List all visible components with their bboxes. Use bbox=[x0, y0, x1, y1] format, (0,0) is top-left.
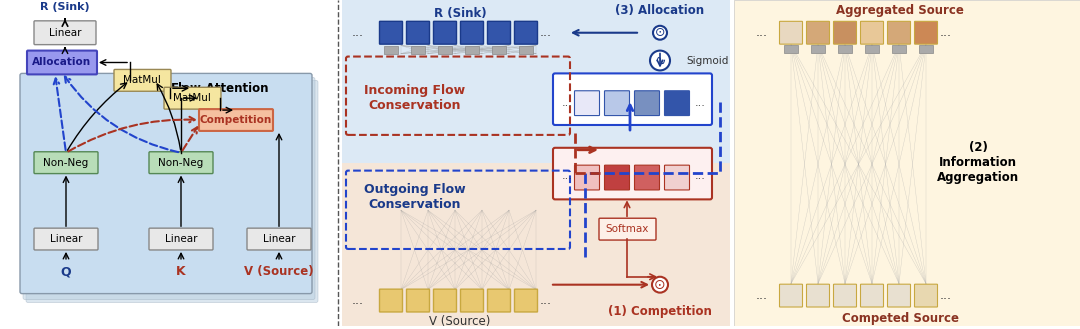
FancyBboxPatch shape bbox=[635, 165, 660, 190]
FancyBboxPatch shape bbox=[553, 73, 712, 125]
Text: Linear: Linear bbox=[50, 234, 82, 244]
Text: Non-Neg: Non-Neg bbox=[43, 158, 89, 168]
Text: Softmax: Softmax bbox=[605, 224, 649, 234]
FancyBboxPatch shape bbox=[514, 21, 538, 44]
FancyBboxPatch shape bbox=[780, 21, 802, 44]
Bar bbox=[892, 45, 906, 53]
FancyBboxPatch shape bbox=[406, 289, 430, 312]
Text: Aggregated Source: Aggregated Source bbox=[836, 4, 964, 17]
FancyBboxPatch shape bbox=[915, 21, 937, 44]
FancyBboxPatch shape bbox=[433, 289, 457, 312]
Text: Flow-Attention: Flow-Attention bbox=[171, 82, 269, 95]
FancyBboxPatch shape bbox=[406, 21, 430, 44]
FancyBboxPatch shape bbox=[915, 284, 937, 307]
FancyBboxPatch shape bbox=[888, 284, 910, 307]
Text: Allocation: Allocation bbox=[32, 58, 92, 67]
FancyBboxPatch shape bbox=[26, 80, 318, 303]
FancyBboxPatch shape bbox=[605, 165, 630, 190]
Text: ...: ... bbox=[940, 289, 951, 302]
Text: Competed Source: Competed Source bbox=[841, 312, 959, 325]
Text: ...: ... bbox=[694, 98, 705, 108]
FancyBboxPatch shape bbox=[487, 289, 511, 312]
Text: Linear: Linear bbox=[262, 234, 295, 244]
Text: Linear: Linear bbox=[165, 234, 198, 244]
Bar bbox=[342, 0, 730, 163]
FancyBboxPatch shape bbox=[807, 284, 829, 307]
Bar bbox=[519, 46, 534, 54]
FancyBboxPatch shape bbox=[460, 289, 484, 312]
Text: MatMul: MatMul bbox=[123, 75, 161, 85]
FancyBboxPatch shape bbox=[379, 21, 403, 44]
FancyBboxPatch shape bbox=[861, 21, 883, 44]
Text: Q: Q bbox=[60, 265, 71, 278]
Text: Competition: Competition bbox=[200, 115, 272, 125]
FancyBboxPatch shape bbox=[23, 77, 315, 300]
Text: ...: ... bbox=[756, 289, 768, 302]
FancyBboxPatch shape bbox=[635, 91, 660, 115]
Bar bbox=[784, 45, 798, 53]
Bar bbox=[919, 45, 933, 53]
Text: ...: ... bbox=[352, 26, 364, 39]
Text: ∿: ∿ bbox=[654, 54, 665, 67]
Circle shape bbox=[650, 51, 670, 70]
FancyBboxPatch shape bbox=[807, 21, 829, 44]
FancyBboxPatch shape bbox=[33, 228, 98, 250]
Text: (3) Allocation: (3) Allocation bbox=[616, 4, 704, 17]
Text: R (Sink): R (Sink) bbox=[40, 2, 90, 12]
Bar bbox=[838, 45, 852, 53]
Text: ...: ... bbox=[940, 26, 951, 39]
Text: Sigmoid: Sigmoid bbox=[686, 56, 728, 65]
FancyBboxPatch shape bbox=[149, 152, 213, 174]
FancyBboxPatch shape bbox=[888, 21, 910, 44]
FancyBboxPatch shape bbox=[460, 21, 484, 44]
Text: MatMul: MatMul bbox=[173, 93, 211, 103]
Bar bbox=[438, 46, 453, 54]
Bar bbox=[342, 163, 730, 326]
Text: Incoming Flow
Conservation: Incoming Flow Conservation bbox=[364, 84, 465, 112]
Text: ...: ... bbox=[540, 26, 552, 39]
Bar bbox=[734, 0, 1080, 326]
Text: K: K bbox=[176, 265, 186, 278]
Text: ...: ... bbox=[562, 98, 572, 108]
Circle shape bbox=[652, 277, 669, 292]
Bar bbox=[811, 45, 825, 53]
FancyBboxPatch shape bbox=[199, 109, 273, 131]
FancyBboxPatch shape bbox=[27, 51, 97, 74]
FancyBboxPatch shape bbox=[664, 91, 689, 115]
FancyBboxPatch shape bbox=[599, 218, 656, 240]
Text: Non-Neg: Non-Neg bbox=[159, 158, 204, 168]
Bar bbox=[0, 0, 330, 326]
Text: Outgoing Flow
Conservation: Outgoing Flow Conservation bbox=[364, 183, 465, 212]
FancyBboxPatch shape bbox=[834, 284, 856, 307]
FancyBboxPatch shape bbox=[605, 91, 630, 115]
Text: ...: ... bbox=[694, 170, 705, 181]
FancyBboxPatch shape bbox=[114, 69, 171, 91]
FancyBboxPatch shape bbox=[664, 165, 689, 190]
Bar bbox=[411, 46, 426, 54]
FancyBboxPatch shape bbox=[575, 165, 599, 190]
Text: Linear: Linear bbox=[49, 28, 81, 38]
Bar bbox=[384, 46, 399, 54]
Bar bbox=[865, 45, 879, 53]
Text: V (Source): V (Source) bbox=[244, 265, 314, 278]
FancyBboxPatch shape bbox=[33, 152, 98, 174]
Text: (1) Competition: (1) Competition bbox=[608, 305, 712, 318]
Text: ...: ... bbox=[756, 26, 768, 39]
Text: ...: ... bbox=[540, 294, 552, 307]
Text: V (Source): V (Source) bbox=[430, 315, 490, 328]
FancyBboxPatch shape bbox=[575, 91, 599, 115]
FancyBboxPatch shape bbox=[487, 21, 511, 44]
Bar bbox=[465, 46, 480, 54]
FancyBboxPatch shape bbox=[247, 228, 311, 250]
Text: ⊙: ⊙ bbox=[654, 278, 665, 292]
FancyBboxPatch shape bbox=[553, 148, 712, 199]
FancyBboxPatch shape bbox=[149, 228, 213, 250]
FancyBboxPatch shape bbox=[21, 73, 312, 293]
FancyBboxPatch shape bbox=[164, 87, 221, 109]
FancyBboxPatch shape bbox=[433, 21, 457, 44]
Text: (2)
Information
Aggregation: (2) Information Aggregation bbox=[937, 141, 1020, 184]
Bar bbox=[492, 46, 507, 54]
FancyBboxPatch shape bbox=[514, 289, 538, 312]
FancyBboxPatch shape bbox=[861, 284, 883, 307]
FancyBboxPatch shape bbox=[379, 289, 403, 312]
